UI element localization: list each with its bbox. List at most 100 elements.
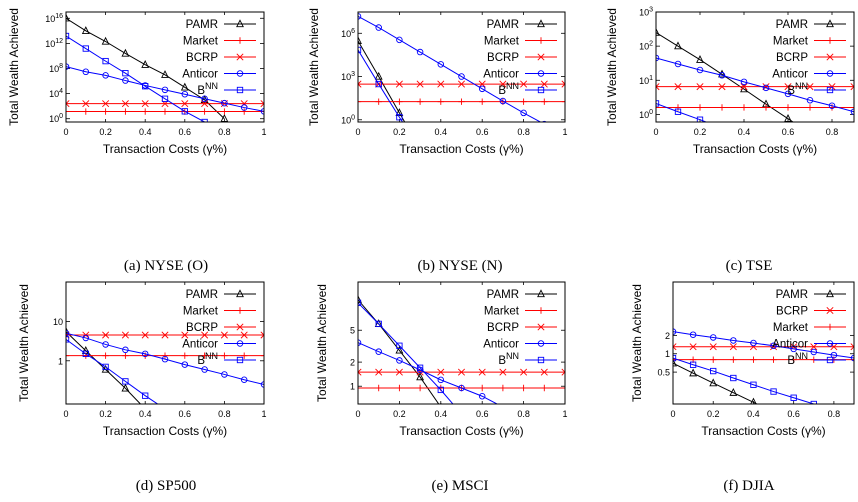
data-point [396, 98, 403, 105]
legend-label: BCRP [186, 322, 218, 334]
legend-marker [537, 19, 545, 28]
data-point [850, 343, 854, 351]
series-line [66, 66, 264, 112]
data-point [718, 83, 726, 91]
data-point [689, 343, 697, 351]
data-point [221, 352, 228, 359]
data-point [395, 108, 404, 117]
data-point [520, 80, 528, 88]
data-point [673, 343, 677, 351]
data-point [718, 104, 726, 111]
series-line [358, 40, 406, 122]
data-point [850, 108, 854, 115]
plot-area [66, 13, 264, 122]
data-point [260, 100, 264, 108]
data-point [102, 363, 109, 371]
data-point [457, 80, 466, 88]
data-point [122, 70, 129, 77]
data-point [520, 109, 527, 117]
data-point [102, 331, 110, 339]
legend-label: BCRP [487, 322, 519, 334]
legend-marker [537, 37, 545, 44]
data-point [375, 24, 382, 31]
y-axis-label: Total Wealth Achieved [630, 284, 644, 402]
data-point [161, 70, 169, 78]
data-point [674, 104, 682, 111]
data-point [375, 98, 382, 105]
data-point [561, 368, 565, 376]
legend-marker [826, 19, 834, 28]
data-point [102, 341, 109, 348]
legend-marker [826, 323, 834, 331]
data-point [810, 343, 818, 351]
data-point [541, 384, 548, 392]
chart-panel-1: 0 0.2 0.4 0.6 0.8 1 100 104 108 1012 1016 PAMR Marke… [7, 8, 267, 274]
data-point [181, 352, 188, 359]
plot-frame [655, 11, 855, 123]
data-point [520, 98, 527, 105]
plot-area [358, 295, 565, 428]
data-point [395, 345, 404, 354]
series-line [66, 331, 142, 404]
data-point [220, 331, 228, 339]
x-tick-label: 0.4 [435, 409, 448, 419]
data-point [358, 80, 362, 88]
data-point [730, 337, 737, 344]
data-point [673, 358, 677, 367]
data-point [66, 100, 70, 108]
legend-marker [826, 306, 834, 315]
data-point [260, 108, 264, 115]
legend-label: PAMR [186, 289, 218, 301]
data-point [762, 84, 770, 92]
x-tick-label: 0 [670, 409, 675, 419]
data-point [201, 352, 208, 359]
x-tick-label: 0.2 [393, 409, 406, 419]
data-point [459, 411, 464, 416]
data-point [82, 108, 89, 115]
data-point [437, 80, 445, 88]
tick-exponent: 0 [59, 113, 63, 120]
data-point [181, 331, 189, 339]
data-point [162, 406, 167, 411]
data-point [762, 104, 770, 111]
plot-frame [672, 281, 855, 405]
data-point [542, 422, 548, 428]
data-point [66, 32, 70, 40]
data-point [201, 118, 208, 122]
legend-label: PAMR [776, 289, 808, 301]
legend-label: Anticor [483, 69, 519, 81]
data-point [396, 36, 403, 44]
x-axis-label: Transaction Costs (γ%) [693, 142, 817, 156]
data-point [181, 90, 189, 98]
series-line [66, 17, 225, 120]
data-point [709, 343, 717, 351]
x-tick-label: 1 [261, 409, 266, 419]
x-axis-label: Transaction Costs (γ%) [103, 424, 227, 438]
legend-label: Market [484, 36, 520, 48]
series-line [358, 49, 404, 122]
tick-exponent: 16 [55, 13, 63, 20]
data-point [437, 368, 445, 376]
x-tick-label: 1 [261, 127, 266, 137]
data-point [457, 368, 466, 376]
y-axis-label: Total Wealth Achieved [17, 284, 31, 402]
x-axis-label: Transaction Costs (γ%) [399, 424, 523, 438]
data-point [499, 384, 507, 392]
data-point [729, 387, 738, 396]
data-point [358, 98, 362, 105]
legend-label: BNN [197, 81, 218, 97]
legend-label: BCRP [487, 52, 519, 64]
data-point [696, 55, 704, 63]
legend-superscript: NN [506, 81, 519, 91]
subfigure-caption: (f) DJIA [723, 478, 774, 494]
data-point [375, 320, 382, 328]
data-point [240, 376, 248, 384]
plot-area [673, 328, 854, 404]
legend-label: Anticor [772, 69, 808, 81]
data-point [719, 125, 724, 130]
x-tick-label: 0.6 [476, 409, 489, 419]
y-tick-label: 1 [350, 382, 355, 392]
legend-superscript: NN [205, 81, 218, 91]
subfigure-caption: (d) SP500 [136, 478, 196, 494]
legend-marker [236, 19, 244, 28]
